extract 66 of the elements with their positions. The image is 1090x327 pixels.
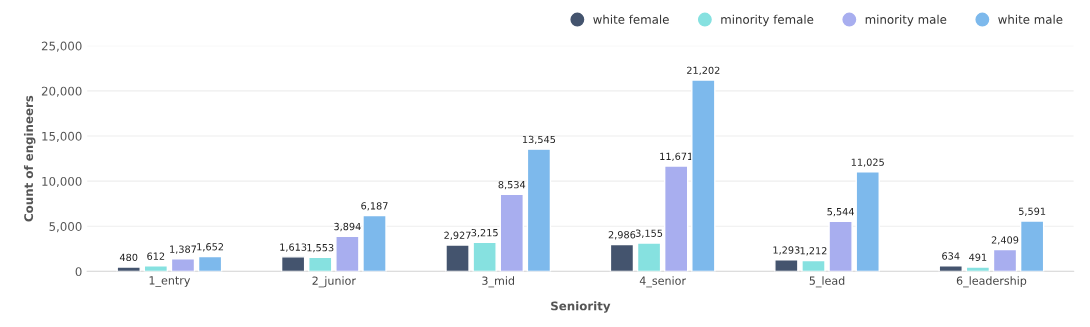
x-tick-label: 6_leadership [956,276,1027,288]
data-label: 13,545 [522,135,556,145]
data-label: 21,202 [687,66,720,75]
y-tick-label: 25,000 [41,41,82,52]
data-label: 3,155 [635,229,663,238]
data-label: 634 [942,252,960,260]
y-tick-label: 15,000 [42,131,82,142]
y-tick-label: 0 [75,267,82,277]
bar [170,258,196,272]
x-tick-label: 4_senior [639,276,686,288]
legend-label: white female [593,14,669,24]
bar [116,266,141,272]
data-label: 5,544 [827,208,854,217]
y-tick-label: 5,000 [49,222,82,233]
data-label: 612 [147,252,165,260]
bar [801,259,826,272]
data-label: 1,212 [800,247,827,256]
bar [445,244,470,272]
y-tick-label: 10,000 [42,176,82,188]
data-label: 1,293 [773,246,800,255]
data-label: 1,387 [170,245,197,254]
bar [691,79,716,272]
bar [362,214,387,272]
data-label: 3,215 [471,228,498,238]
bar [143,265,169,272]
bar [609,243,635,272]
x-tick-label: 1_entry [149,276,191,288]
data-label: 11,671 [660,152,693,162]
x-tick-label: 5_lead [809,276,845,288]
data-label: 480 [119,253,138,262]
bar [828,220,853,272]
y-axis-title: Count of engineers [23,95,36,222]
x-axis-title: Seniority [551,301,611,313]
bar [335,235,360,272]
bar [636,242,662,272]
legend-label: minority female [721,14,814,27]
data-label: 1,553 [307,243,334,253]
legend-label: minority male [865,14,947,27]
data-label: 1,613 [280,243,307,252]
data-label: 2,409 [991,236,1019,245]
bar [472,241,497,272]
bar [774,259,799,272]
data-label: 2,986 [608,231,636,240]
bar [197,255,223,272]
data-label: 5,591 [1018,207,1046,216]
bar [526,148,552,272]
data-label: 2,927 [444,231,471,240]
bar [855,171,880,272]
bar [663,165,689,272]
y-tick-label: 20,000 [41,86,82,97]
data-label: 6,187 [361,202,388,211]
bar [992,248,1018,272]
legend-label: white male [998,14,1063,24]
bar [280,256,306,272]
data-label: 491 [969,253,987,261]
x-tick-label: 2_junior [312,276,356,288]
bar [308,256,333,272]
x-tick-label: 3_mid [482,276,515,288]
bar [1019,220,1045,272]
data-label: 3,894 [334,222,361,232]
bar [499,193,524,272]
bar [965,266,991,272]
data-label: 1,652 [197,243,224,252]
data-label: 8,534 [498,180,526,190]
data-label: 11,025 [851,158,884,167]
bar [938,264,963,272]
